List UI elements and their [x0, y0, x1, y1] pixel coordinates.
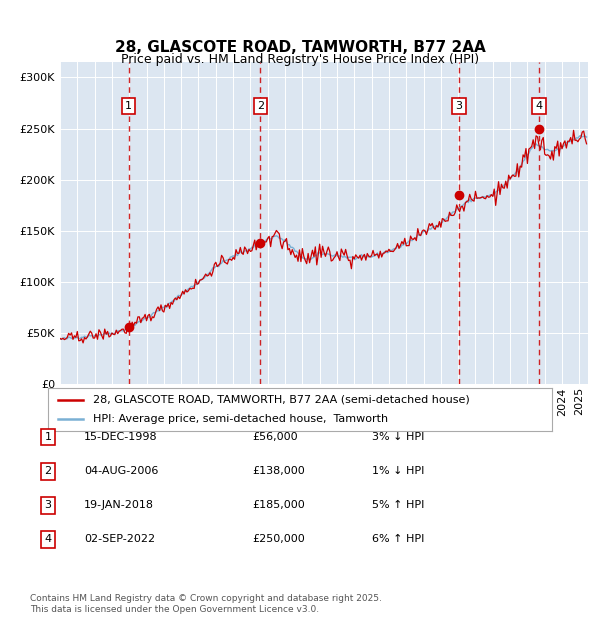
- Text: 02-SEP-2022: 02-SEP-2022: [84, 534, 155, 544]
- Text: Contains HM Land Registry data © Crown copyright and database right 2025.
This d: Contains HM Land Registry data © Crown c…: [30, 595, 382, 614]
- Text: 1: 1: [125, 101, 132, 111]
- Text: 5% ↑ HPI: 5% ↑ HPI: [372, 500, 424, 510]
- Text: 28, GLASCOTE ROAD, TAMWORTH, B77 2AA (semi-detached house): 28, GLASCOTE ROAD, TAMWORTH, B77 2AA (se…: [94, 395, 470, 405]
- Text: Price paid vs. HM Land Registry's House Price Index (HPI): Price paid vs. HM Land Registry's House …: [121, 53, 479, 66]
- Text: 28, GLASCOTE ROAD, TAMWORTH, B77 2AA: 28, GLASCOTE ROAD, TAMWORTH, B77 2AA: [115, 40, 485, 55]
- Text: 6% ↑ HPI: 6% ↑ HPI: [372, 534, 424, 544]
- Text: 3: 3: [44, 500, 52, 510]
- Text: 15-DEC-1998: 15-DEC-1998: [84, 432, 158, 442]
- Text: £250,000: £250,000: [252, 534, 305, 544]
- Text: HPI: Average price, semi-detached house,  Tamworth: HPI: Average price, semi-detached house,…: [94, 414, 388, 423]
- Text: 2: 2: [257, 101, 264, 111]
- Text: 2: 2: [44, 466, 52, 476]
- Text: 4: 4: [535, 101, 542, 111]
- Text: 1: 1: [44, 432, 52, 442]
- Text: £138,000: £138,000: [252, 466, 305, 476]
- Text: 4: 4: [44, 534, 52, 544]
- Text: 19-JAN-2018: 19-JAN-2018: [84, 500, 154, 510]
- Text: 3: 3: [455, 101, 463, 111]
- Text: £185,000: £185,000: [252, 500, 305, 510]
- Text: 1% ↓ HPI: 1% ↓ HPI: [372, 466, 424, 476]
- Text: 04-AUG-2006: 04-AUG-2006: [84, 466, 158, 476]
- Text: 3% ↓ HPI: 3% ↓ HPI: [372, 432, 424, 442]
- Text: £56,000: £56,000: [252, 432, 298, 442]
